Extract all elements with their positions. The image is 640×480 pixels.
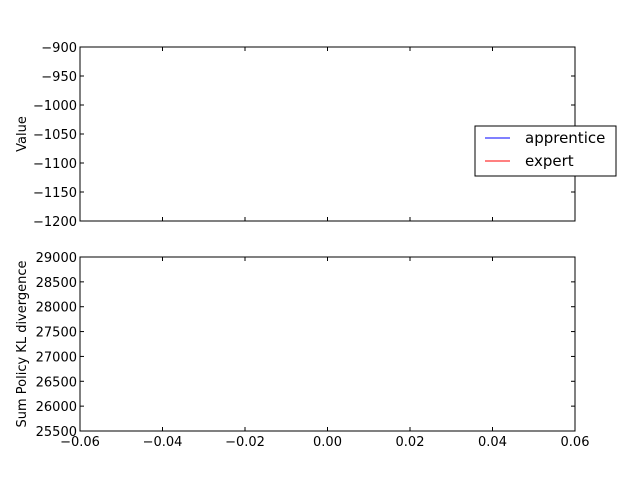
bottom-plot-area: [79, 256, 576, 432]
bottom-ytick-label: 26500: [36, 375, 77, 390]
bottom-xtick-label: 0.06: [561, 435, 590, 450]
bottom-ytick-label: 28500: [36, 276, 77, 291]
bottom-xtick-label: 0.00: [313, 435, 342, 450]
bottom-ytick-label: 25500: [36, 425, 77, 440]
bottom-x-ticks: −0.06 −0.04 −0.02 0.00 0.02 0.04 0.06: [60, 435, 589, 450]
bottom-xtick-label: 0.02: [396, 435, 425, 450]
bottom-xtick-label: −0.02: [225, 435, 265, 450]
bottom-axes: 29000 28500 28000 27500 27000 26500 26000 25500…: [15, 251, 589, 450]
legend: apprentice expert: [474, 125, 617, 177]
bottom-ytick-label: 29000: [36, 251, 77, 266]
top-y-axis-label: Value: [15, 116, 30, 152]
top-ytick-label: −1050: [33, 128, 77, 143]
top-y-ticks: −900 −950 −1000 −1050 −1100 −1150 −1200: [33, 41, 576, 230]
top-ytick-label: −1150: [33, 186, 77, 201]
bottom-ytick-label: 26000: [36, 400, 77, 415]
bottom-xtick-label: 0.04: [478, 435, 507, 450]
legend-label-apprentice: apprentice: [525, 129, 605, 147]
bottom-ytick-label: 27500: [36, 326, 77, 341]
legend-box: [474, 125, 617, 177]
bottom-xtick-label: −0.04: [143, 435, 183, 450]
top-ytick-label: −1000: [33, 99, 77, 114]
top-ytick-label: −1200: [33, 215, 77, 230]
top-ytick-label: −950: [41, 70, 77, 85]
top-ytick-label: −900: [41, 41, 77, 56]
bottom-y-axis-label: Sum Policy KL divergence: [15, 260, 30, 427]
legend-label-expert: expert: [525, 152, 574, 170]
bottom-ytick-label: 28000: [36, 301, 77, 316]
bottom-xtick-label: −0.06: [60, 435, 100, 450]
top-ytick-label: −1100: [33, 157, 77, 172]
bottom-y-ticks: 29000 28500 28000 27500 27000 26500 26000 25500: [36, 251, 576, 440]
bottom-ytick-label: 27000: [36, 350, 77, 365]
